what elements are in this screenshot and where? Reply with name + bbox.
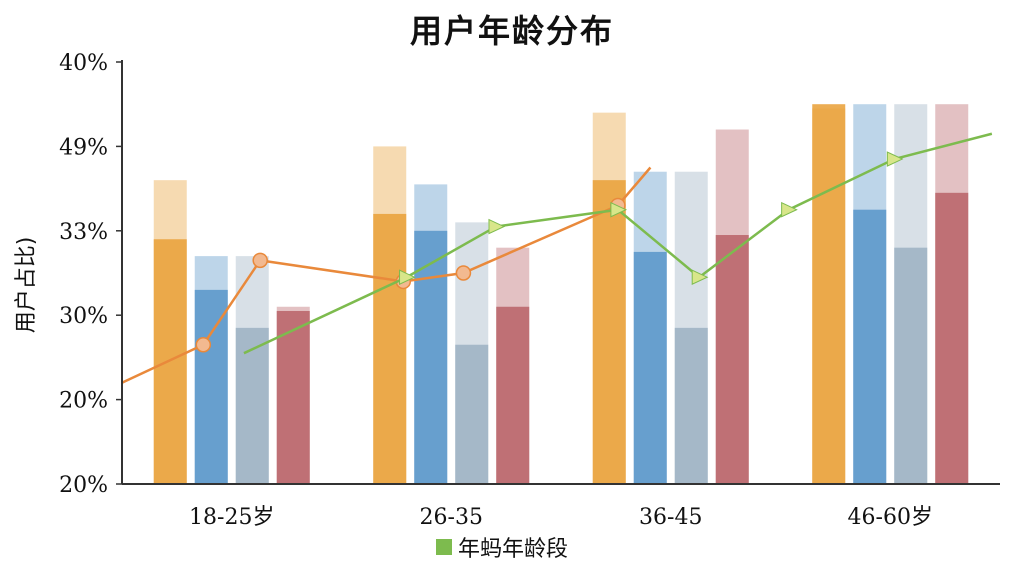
line-marker xyxy=(610,201,628,218)
bar xyxy=(373,213,407,485)
line-marker xyxy=(195,336,212,353)
x-tick-label: 26-35 xyxy=(420,505,483,530)
line-marker xyxy=(488,218,506,235)
x-tick-label: 36-45 xyxy=(639,505,702,530)
bar xyxy=(853,209,887,484)
line-marker xyxy=(252,252,268,269)
bar xyxy=(414,230,448,484)
bar xyxy=(194,289,228,484)
line-marker xyxy=(886,151,904,167)
line-marker xyxy=(455,265,472,281)
x-tick-label: 46-60岁 xyxy=(848,505,933,530)
line-marker xyxy=(781,201,798,218)
bar xyxy=(812,104,846,484)
y-tick-label: 20% xyxy=(59,389,108,414)
bar xyxy=(894,247,928,484)
bar xyxy=(935,192,969,484)
bar xyxy=(496,306,530,484)
line-marker xyxy=(399,269,416,286)
bar xyxy=(592,180,626,484)
bar xyxy=(674,327,708,484)
y-tick-label: 30% xyxy=(59,304,108,329)
series-line xyxy=(243,132,993,355)
x-tick-label: 18-25岁 xyxy=(189,505,274,530)
y-tick-label: 20% xyxy=(59,473,108,498)
chart-title: 用户年龄分布 xyxy=(409,12,614,50)
bar xyxy=(235,327,269,484)
legend: 年蚂年龄段 xyxy=(436,532,568,562)
bar xyxy=(153,239,187,484)
line-marker xyxy=(691,269,709,286)
bar xyxy=(715,235,749,484)
y-tick-label: 33% xyxy=(59,220,108,245)
bar xyxy=(455,344,489,484)
y-tick-label: 49% xyxy=(59,135,108,160)
legend-swatch xyxy=(436,539,452,555)
bar xyxy=(633,251,667,484)
legend-label: 年蚂年龄段 xyxy=(458,537,569,562)
y-tick-label: 40% xyxy=(59,51,108,76)
bar xyxy=(276,310,310,484)
